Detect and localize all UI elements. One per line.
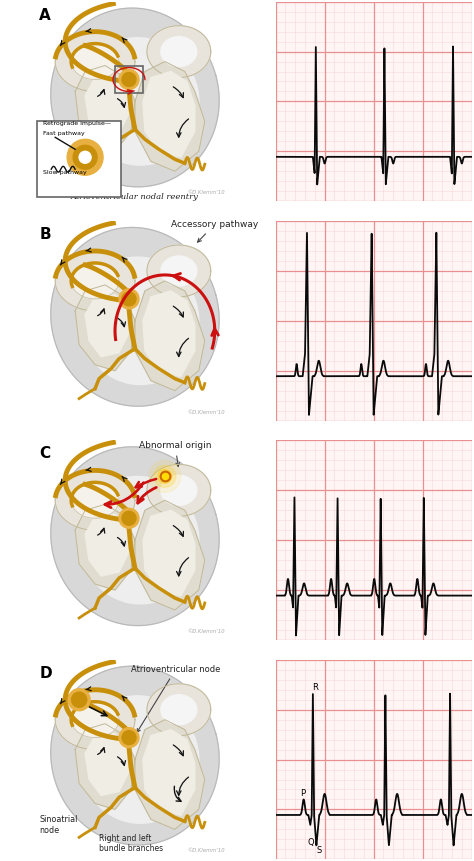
Text: Atrioventricular nodal reentry: Atrioventricular nodal reentry <box>71 193 199 201</box>
Circle shape <box>122 72 136 86</box>
Polygon shape <box>85 76 129 138</box>
Polygon shape <box>75 65 135 152</box>
Polygon shape <box>143 291 195 376</box>
Text: Slow pathway: Slow pathway <box>43 170 87 176</box>
Circle shape <box>119 508 139 528</box>
Circle shape <box>154 466 176 487</box>
Circle shape <box>79 152 91 164</box>
Polygon shape <box>55 470 135 530</box>
Text: Retrograde impulse—: Retrograde impulse— <box>43 121 111 127</box>
Text: Abnormal origin: Abnormal origin <box>139 442 211 467</box>
Polygon shape <box>75 505 135 590</box>
Text: Right and left
bundle branches: Right and left bundle branches <box>99 834 163 853</box>
Polygon shape <box>51 447 219 626</box>
Polygon shape <box>143 729 195 815</box>
Circle shape <box>73 146 97 170</box>
Circle shape <box>67 139 103 176</box>
Polygon shape <box>71 44 119 79</box>
Circle shape <box>158 469 172 483</box>
Polygon shape <box>55 251 135 311</box>
Polygon shape <box>85 294 129 356</box>
Circle shape <box>119 728 139 747</box>
Circle shape <box>119 289 139 309</box>
Polygon shape <box>147 684 211 735</box>
Polygon shape <box>135 281 205 391</box>
Text: C: C <box>39 447 50 461</box>
Polygon shape <box>143 511 195 596</box>
Polygon shape <box>55 690 135 750</box>
Polygon shape <box>71 702 119 738</box>
Text: ©D.Klemm'10: ©D.Klemm'10 <box>187 190 225 195</box>
Polygon shape <box>79 476 199 604</box>
Text: D: D <box>39 666 52 681</box>
Polygon shape <box>85 514 129 576</box>
Circle shape <box>68 689 90 710</box>
Text: ©D.Klemm'10: ©D.Klemm'10 <box>187 629 225 634</box>
Polygon shape <box>135 500 205 610</box>
Text: R: R <box>312 684 318 692</box>
Text: Sinoatrial
node: Sinoatrial node <box>39 815 78 835</box>
Polygon shape <box>71 263 119 299</box>
Circle shape <box>122 511 136 525</box>
Polygon shape <box>161 256 197 286</box>
Text: Atrioventricular node: Atrioventricular node <box>131 665 220 732</box>
Polygon shape <box>51 8 219 187</box>
Polygon shape <box>85 734 129 796</box>
Text: B: B <box>39 227 51 242</box>
Polygon shape <box>75 723 135 809</box>
Circle shape <box>122 731 136 745</box>
Polygon shape <box>135 61 205 171</box>
Polygon shape <box>51 227 219 406</box>
Polygon shape <box>75 285 135 371</box>
Polygon shape <box>161 695 197 725</box>
Circle shape <box>72 692 87 707</box>
Circle shape <box>161 473 169 480</box>
Polygon shape <box>147 26 211 77</box>
Polygon shape <box>143 71 195 158</box>
Polygon shape <box>161 37 197 66</box>
Bar <box>37 121 121 197</box>
Text: Fast pathway: Fast pathway <box>43 132 85 136</box>
Text: P: P <box>300 789 305 797</box>
Text: A: A <box>39 8 51 22</box>
Polygon shape <box>135 720 205 829</box>
Polygon shape <box>79 38 199 165</box>
Text: ©D.Klemm'10: ©D.Klemm'10 <box>187 410 225 414</box>
Polygon shape <box>71 482 119 518</box>
Bar <box>115 65 143 94</box>
Circle shape <box>119 70 139 90</box>
Text: Q: Q <box>308 839 314 847</box>
Polygon shape <box>161 475 197 505</box>
Circle shape <box>149 461 181 492</box>
Text: Accessory pathway: Accessory pathway <box>171 220 258 242</box>
Text: S: S <box>316 846 321 855</box>
Polygon shape <box>55 32 135 91</box>
Polygon shape <box>79 696 199 823</box>
Polygon shape <box>79 257 199 385</box>
Circle shape <box>122 292 136 306</box>
Text: ©D.Klemm'10: ©D.Klemm'10 <box>187 848 225 853</box>
Polygon shape <box>147 464 211 517</box>
Polygon shape <box>51 666 219 845</box>
Polygon shape <box>147 245 211 297</box>
